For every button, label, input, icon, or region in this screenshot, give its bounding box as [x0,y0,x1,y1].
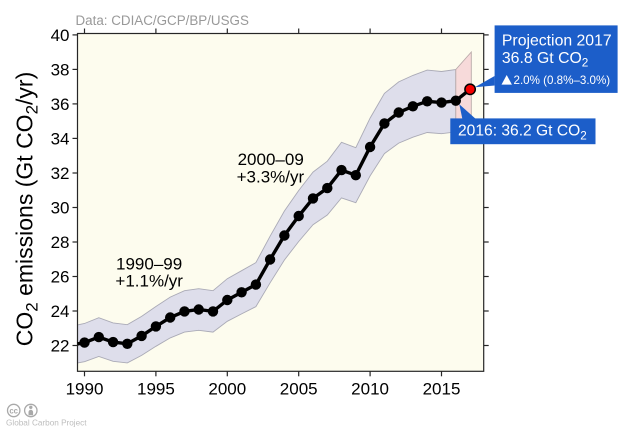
svg-text:2010: 2010 [351,380,389,399]
svg-text:38: 38 [51,61,70,80]
svg-text:26: 26 [51,268,70,287]
svg-text:1990–99: 1990–99 [116,255,182,274]
svg-text:32: 32 [51,164,70,183]
svg-text:36.8 Gt CO2: 36.8 Gt CO2 [502,50,588,70]
svg-text:28: 28 [51,233,70,252]
svg-text:cc: cc [9,406,18,415]
svg-text:1990: 1990 [66,380,104,399]
svg-text:22: 22 [51,337,70,356]
svg-text:2.0% (0.8%–3.0%): 2.0% (0.8%–3.0%) [514,74,611,87]
svg-text:34: 34 [51,130,70,149]
svg-text:2015: 2015 [423,380,461,399]
svg-text:2000: 2000 [208,380,246,399]
svg-text:Data: CDIAC/GCP/BP/USGS: Data: CDIAC/GCP/BP/USGS [76,13,249,28]
svg-text:40: 40 [51,26,70,45]
svg-text:2000–09: 2000–09 [238,150,304,169]
svg-text:1995: 1995 [137,380,175,399]
svg-text:+1.1%/yr: +1.1%/yr [115,272,183,291]
svg-text:Projection 2017: Projection 2017 [502,33,612,50]
svg-text:Global Carbon Project: Global Carbon Project [6,419,87,428]
svg-text:CO2 emissions (Gt CO2/yr): CO2 emissions (Gt CO2/yr) [12,72,42,347]
svg-text:24: 24 [51,302,70,321]
svg-text:+3.3%/yr: +3.3%/yr [237,168,305,187]
svg-text:30: 30 [51,199,70,218]
svg-text:36: 36 [51,95,70,114]
svg-text:2016: 36.2 Gt CO2: 2016: 36.2 Gt CO2 [458,122,587,142]
svg-text:2005: 2005 [280,380,318,399]
